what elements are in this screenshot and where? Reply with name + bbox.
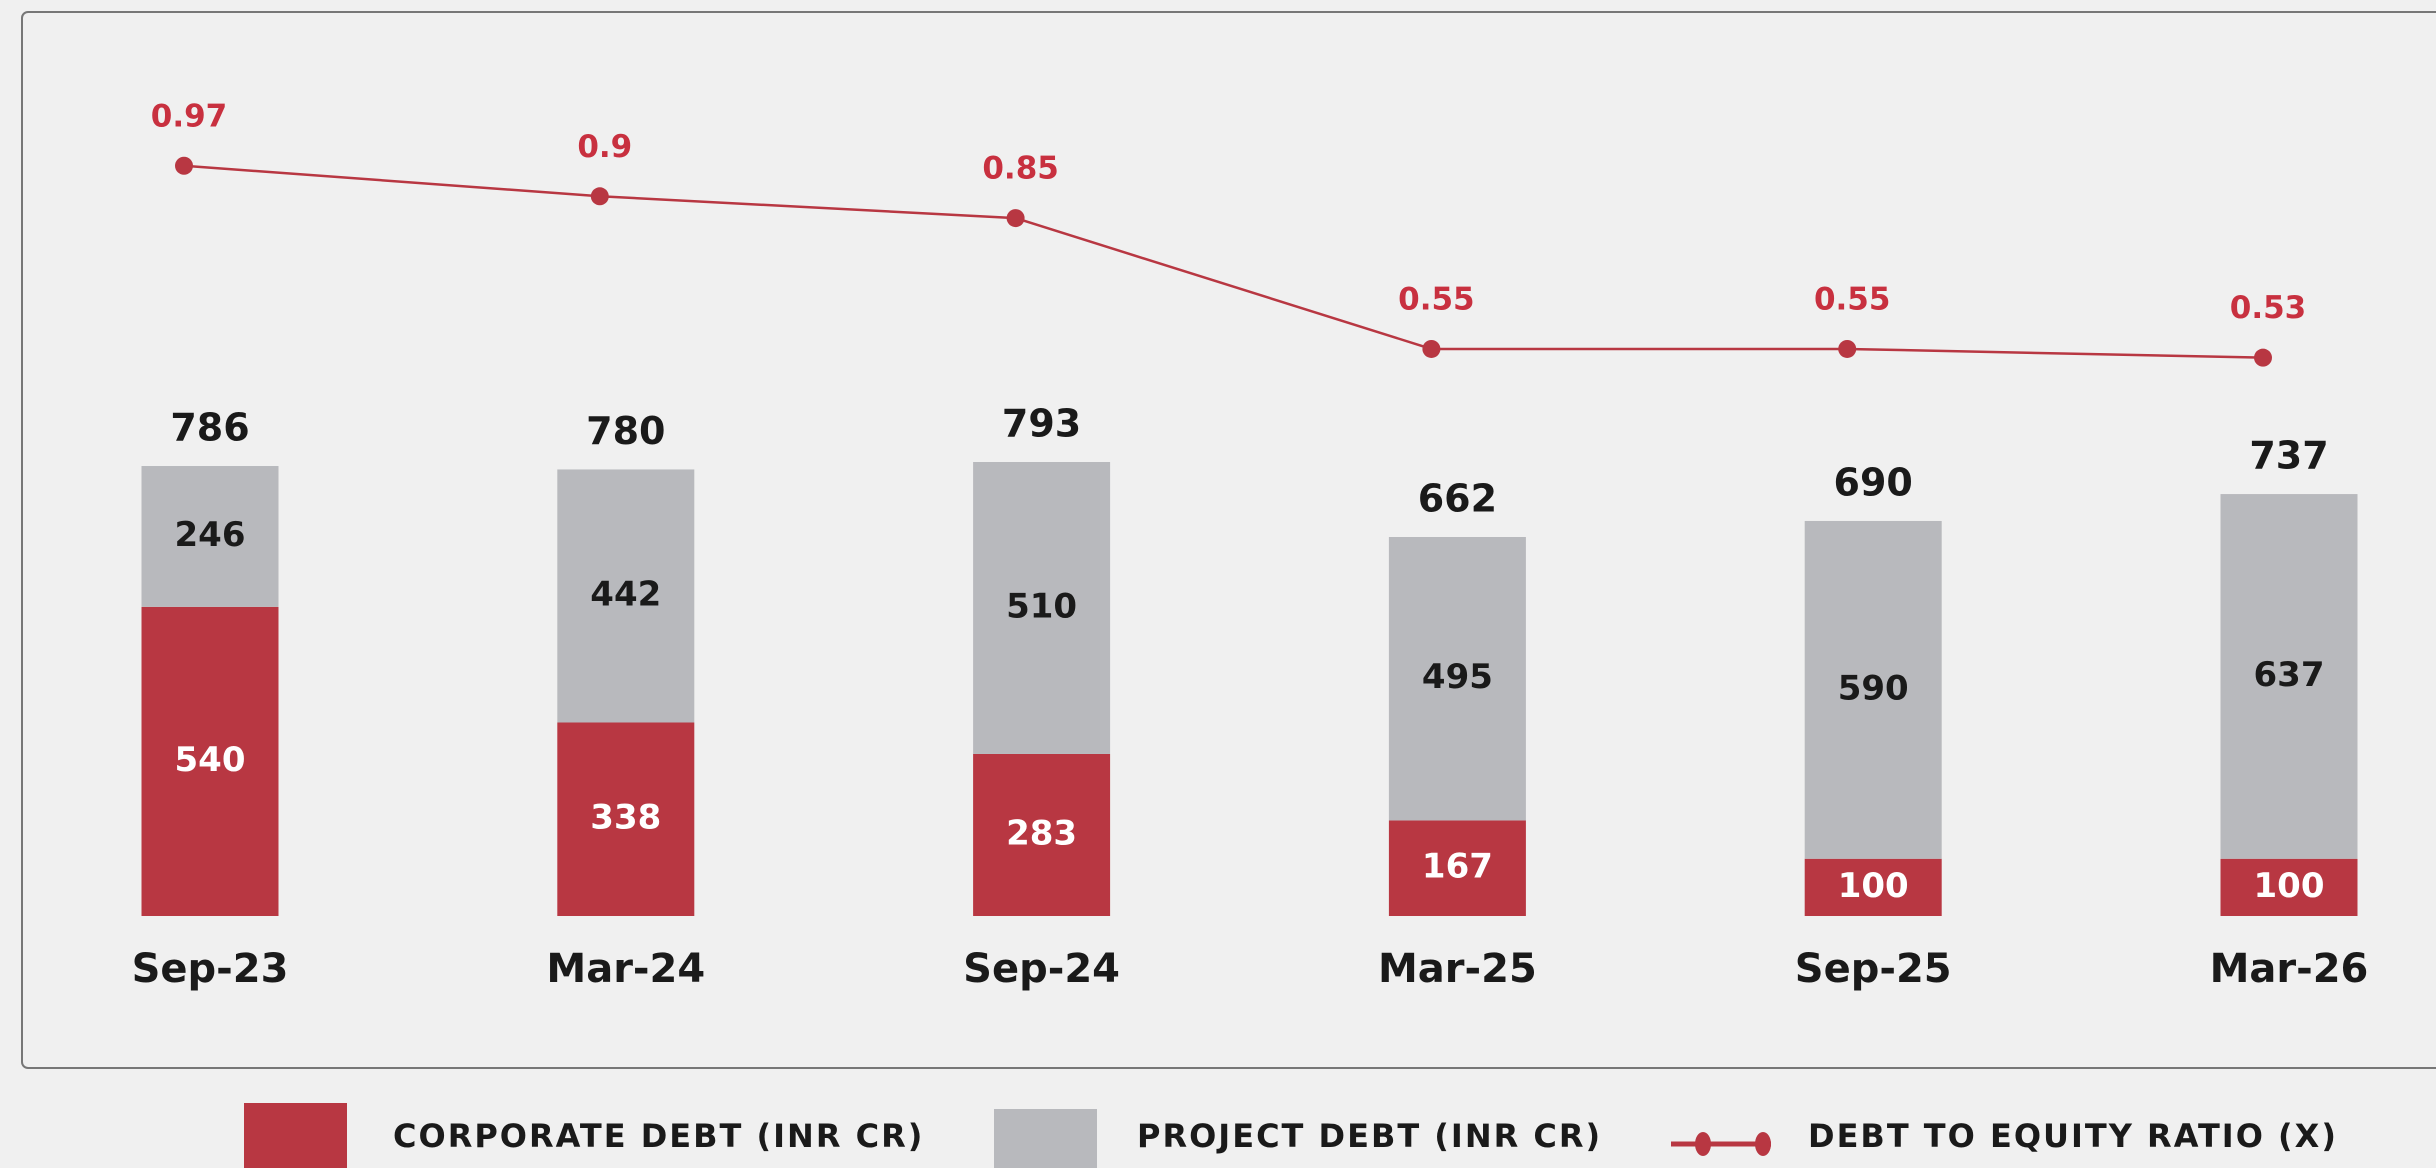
legend-swatch [1755,1132,1771,1156]
total-label: 737 [2249,434,2328,478]
total-label: 780 [586,409,665,453]
total-label: 786 [170,406,249,450]
total-label: 793 [1002,402,1081,446]
ratio-point [590,187,609,206]
chart-frame [21,11,2436,1069]
total-label: 662 [1418,477,1497,521]
data-label: 637 [2254,655,2325,695]
ratio-point [175,156,193,175]
legend-label: PROJECT DEBT (INR CR) [1137,1117,1602,1155]
data-label: 0.55 [1814,281,1891,317]
x-tick-label: Mar-24 [546,946,705,992]
legend-swatch [994,1109,1097,1168]
x-tick-label: Sep-24 [963,946,1120,992]
bar-segment [973,753,1111,916]
x-tick-label: Sep-25 [1795,946,1952,992]
data-label: 0.53 [2230,290,2307,326]
bar-segment [557,722,695,916]
bar-segment [1804,858,1942,916]
ratio-point [2254,348,2272,367]
bar-segment [1388,537,1526,821]
legend-swatch [244,1103,347,1168]
data-label: 167 [1422,847,1493,887]
data-label: 100 [1838,866,1909,906]
data-label: 283 [1006,813,1077,853]
data-label: 0.55 [1398,281,1475,317]
bar-segment [1804,520,1942,859]
legend-label: CORPORATE DEBT (INR CR) [393,1117,924,1155]
bar-segment [973,462,1111,754]
data-label: 0.85 [982,151,1059,187]
data-label: 590 [1838,668,1909,708]
bar-segment [2220,858,2358,916]
data-label: 0.97 [151,98,228,134]
bar-segment [557,469,695,723]
data-label: 442 [590,574,661,614]
bar-segment [141,466,279,607]
data-label: 100 [2254,866,2325,906]
data-label: 0.9 [577,129,632,165]
bar-segment [1388,820,1526,916]
legend-swatch [1695,1132,1711,1156]
data-label: 510 [1006,586,1077,626]
ratio-point [1006,209,1025,228]
data-label: 338 [590,798,661,838]
ratio-line [183,164,2264,359]
x-tick-label: Mar-25 [1378,946,1537,992]
data-label: 540 [175,740,246,780]
legend-label: DEBT TO EQUITY RATIO (X) [1808,1117,2338,1155]
bar-segment [2220,494,2358,859]
total-label: 690 [1834,460,1913,504]
bar-segment [141,606,279,916]
data-label: 246 [175,515,246,555]
x-tick-label: Sep-23 [132,946,289,992]
data-label: 495 [1422,657,1493,697]
ratio-point [1838,339,1857,358]
ratio-point [1422,339,1441,358]
x-tick-label: Mar-26 [2210,946,2369,992]
